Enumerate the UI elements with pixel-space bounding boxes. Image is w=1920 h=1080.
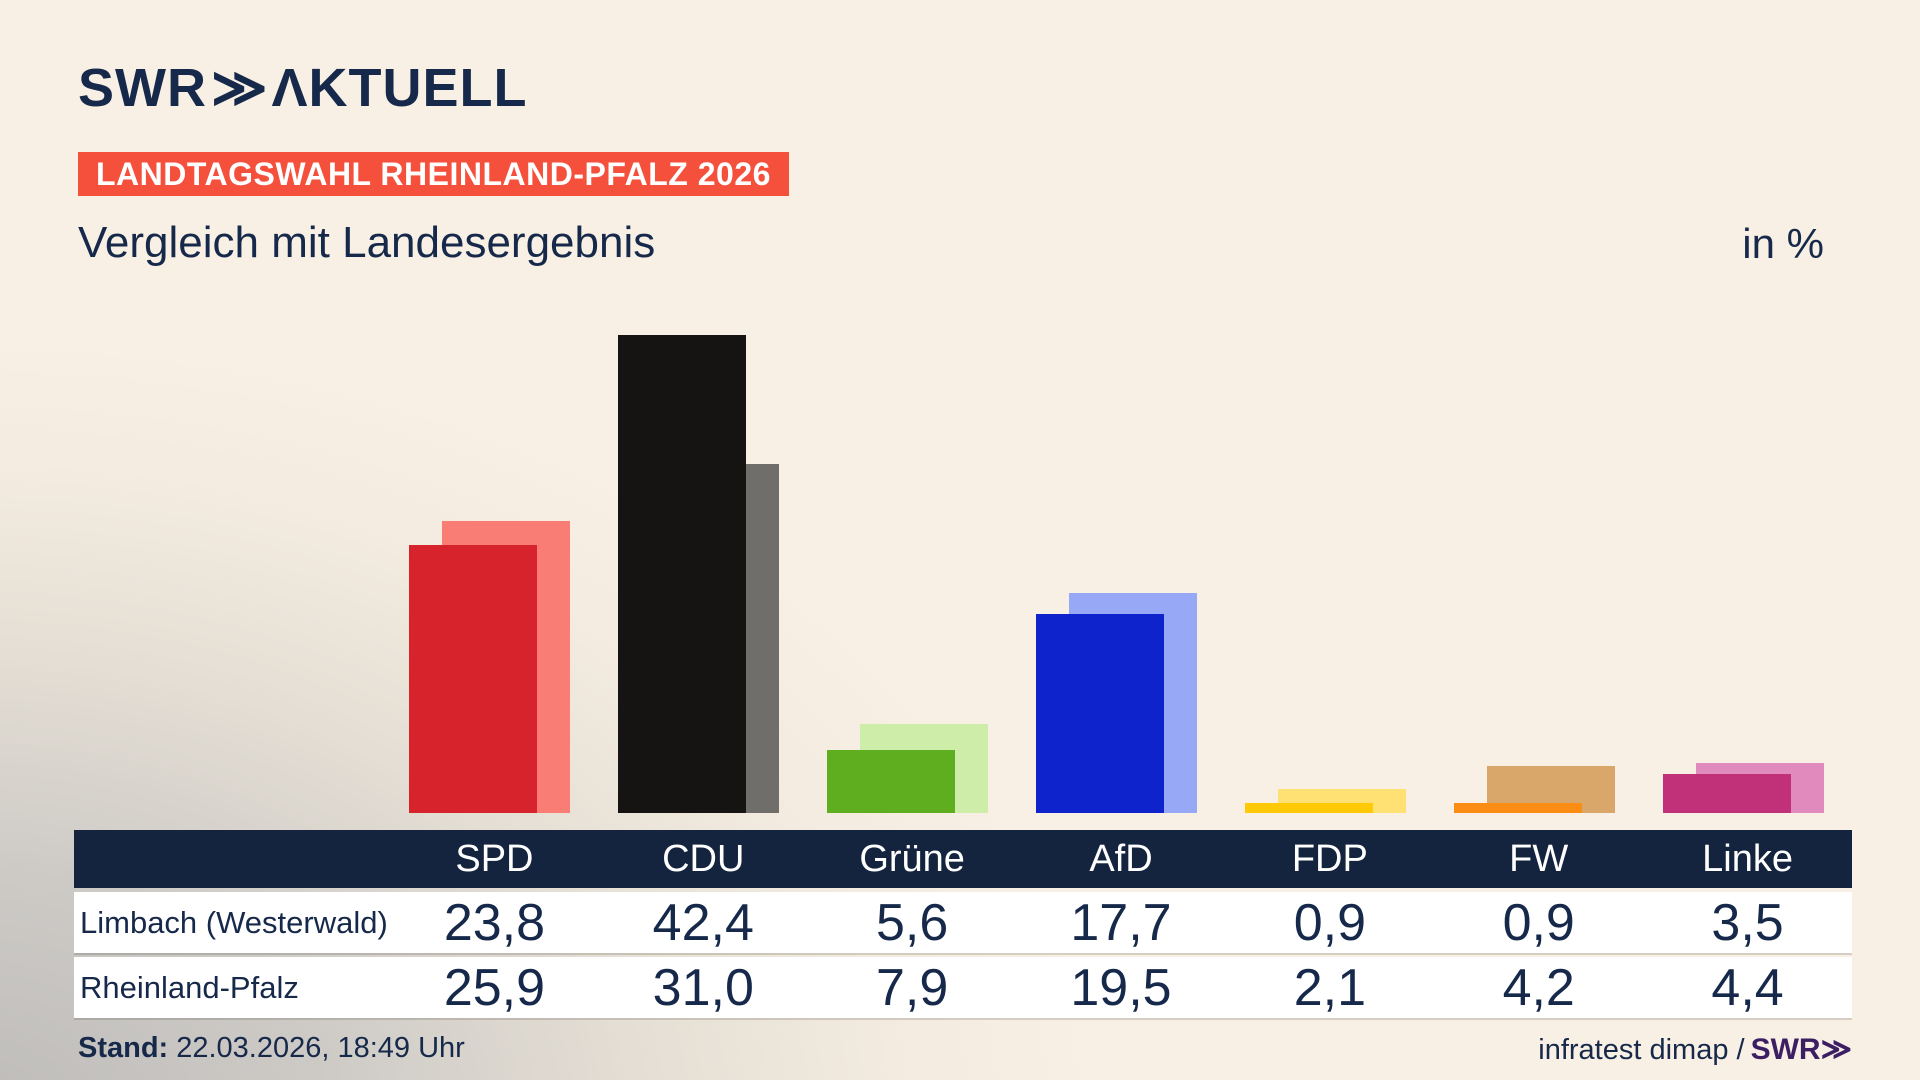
party-header-spd: SPD [455, 837, 534, 880]
comparison-bar-chart [74, 300, 1852, 813]
row-label: Rheinland-Pfalz [80, 969, 299, 1005]
stand-value: 22.03.2026, 18:49 Uhr [176, 1032, 465, 1064]
table-row-limbach: Limbach (Westerwald) 23,8 42,4 5,6 17,7 0,9 0,… [74, 892, 1852, 953]
logo-aktuell-text: ΛKTUELL [271, 58, 528, 118]
chart-title: Vergleich mit Landesergebnis [78, 218, 656, 267]
bar-group-linke [1643, 300, 1852, 813]
source-credit: infratest dimap / SWR≫ [1538, 1032, 1852, 1067]
value-linke: 3,5 [1711, 893, 1784, 952]
results-table: SPD CDU Grüne AfD FDP FW Linke Limbach (Westerw… [74, 830, 1852, 1018]
value-fdp: 0,9 [1293, 893, 1366, 952]
bar-linke-limbach [1662, 774, 1791, 813]
swr-logo-small: SWR≫ [1750, 1033, 1852, 1066]
unit-label: in % [1742, 220, 1824, 267]
value-fw: 0,9 [1502, 893, 1575, 952]
election-banner: LANDTAGSWAHL RHEINLAND-PFALZ 2026 [78, 152, 789, 196]
bar-fw-limbach [1453, 803, 1582, 813]
timestamp: Stand: 22.03.2026, 18:49 Uhr [78, 1032, 465, 1065]
party-header-linke: Linke [1702, 837, 1793, 880]
swr-aktuell-logo: SWR≫ ΛKTUELL [78, 56, 528, 119]
party-header-afd: AfD [1089, 837, 1153, 880]
logo-brand-text: SWR [78, 58, 207, 118]
bar-group-grüne [808, 300, 1017, 813]
value-grüne: 7,9 [875, 958, 949, 1017]
bar-group-cdu [599, 300, 808, 813]
value-fdp: 2,1 [1293, 958, 1366, 1017]
value-fw: 4,2 [1502, 958, 1575, 1017]
bar-group-spd [390, 300, 599, 813]
stand-label: Stand: [78, 1032, 169, 1064]
bar-spd-limbach [409, 545, 538, 813]
party-header-grüne: Grüne [859, 837, 965, 880]
table-header-row: SPD CDU Grüne AfD FDP FW Linke [74, 830, 1852, 888]
bar-group-fdp [1225, 300, 1434, 813]
bar-cdu-limbach [618, 335, 747, 813]
value-cdu: 31,0 [652, 958, 754, 1017]
bar-afd-limbach [1035, 614, 1164, 813]
value-spd: 23,8 [443, 893, 546, 952]
source-text: infratest dimap / [1538, 1034, 1745, 1066]
value-linke: 4,4 [1711, 958, 1784, 1017]
value-afd: 19,5 [1070, 958, 1172, 1017]
party-header-fw: FW [1509, 837, 1569, 880]
logo-chevrons-icon: ≫ [210, 58, 267, 118]
bar-group-fw [1434, 300, 1643, 813]
row-label: Limbach (Westerwald) [80, 904, 388, 940]
value-spd: 25,9 [443, 958, 546, 1017]
value-afd: 17,7 [1070, 893, 1172, 952]
value-grüne: 5,6 [875, 893, 949, 952]
value-cdu: 42,4 [652, 893, 754, 952]
bar-group-afd [1017, 300, 1226, 813]
table-row-rheinland-pfalz: Rheinland-Pfalz 25,9 31,0 7,9 19,5 2,1 4,2 4,4 [74, 957, 1852, 1018]
bar-fdp-limbach [1244, 803, 1373, 813]
party-header-fdp: FDP [1291, 837, 1368, 880]
party-header-cdu: CDU [662, 837, 745, 880]
bar-grüne-limbach [827, 750, 956, 813]
